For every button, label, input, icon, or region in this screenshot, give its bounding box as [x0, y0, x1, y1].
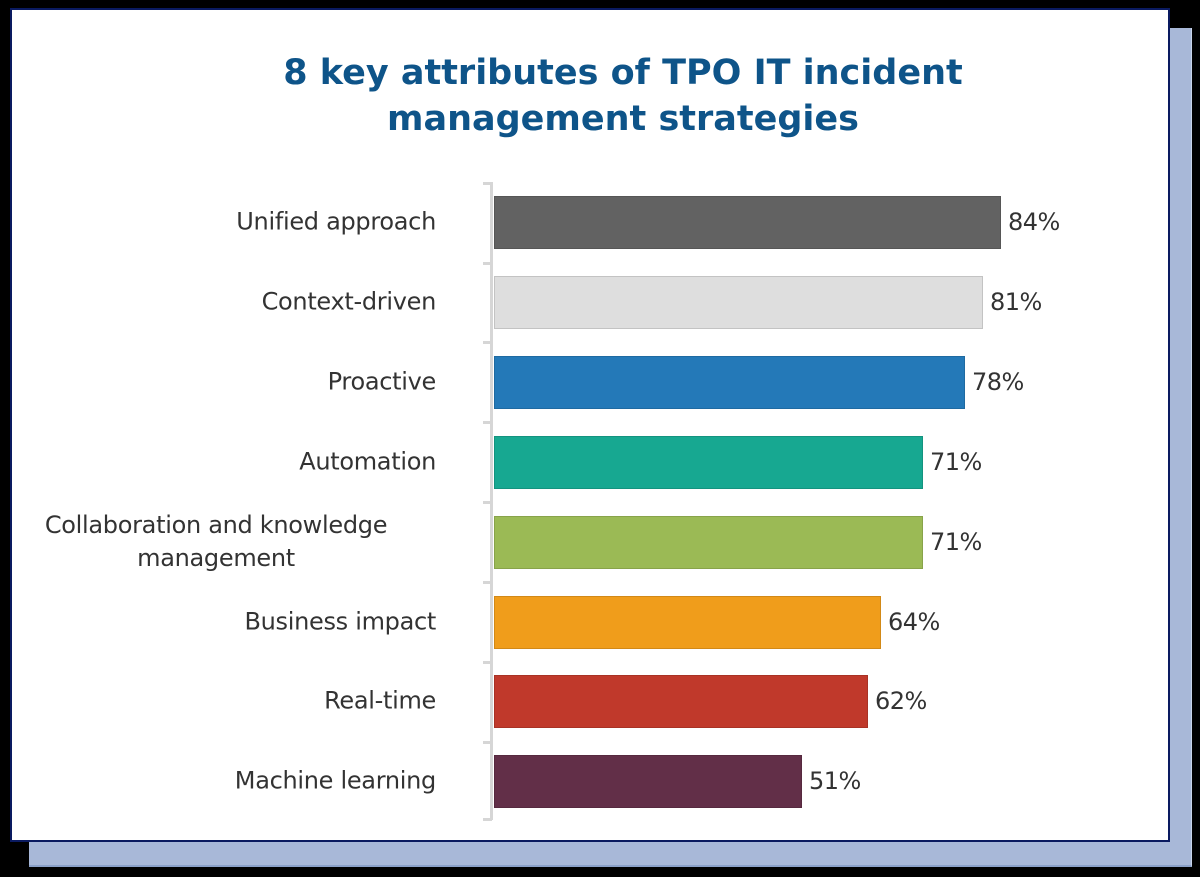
axis-tick [483, 341, 492, 344]
bar-label-line-1: Collaboration and knowledge [44, 511, 388, 539]
axis-tick [483, 262, 492, 265]
bar-row: Automation 71% [0, 422, 1170, 502]
chart-title-line-1: 8 key attributes of TPO IT incident [283, 53, 963, 93]
axis-tick [483, 581, 492, 584]
axis-tick [483, 501, 492, 504]
bar-value-label: 62% [875, 687, 927, 715]
bar-value-label: 78% [972, 368, 1024, 396]
bar [494, 356, 965, 409]
bar-row: Proactive 78% [0, 342, 1170, 422]
bar [494, 196, 1001, 249]
bar [494, 596, 881, 649]
bar-label: Automation [299, 447, 436, 476]
bar [494, 276, 983, 329]
bar-row: Unified approach 84% [0, 182, 1170, 262]
bar-label: Collaboration and knowledge management [0, 509, 436, 575]
bar-label: Real-time [324, 686, 436, 715]
bar-value-label: 84% [1008, 208, 1060, 236]
bar-value-label: 51% [809, 767, 861, 795]
bar-value-label: 71% [930, 528, 982, 556]
axis-tick [483, 421, 492, 424]
axis-tick [483, 182, 492, 185]
bar-value-label: 71% [930, 448, 982, 476]
axis-tick [483, 818, 492, 821]
bar-label: Business impact [244, 607, 436, 636]
bar-row: Business impact 64% [0, 582, 1170, 662]
bar-label: Unified approach [236, 207, 436, 236]
bar-label: Machine learning [234, 766, 437, 795]
bar-row: Collaboration and knowledge management 7… [0, 502, 1170, 582]
axis-tick [483, 661, 492, 664]
axis-tick [483, 741, 492, 744]
bar [494, 516, 923, 569]
bar-value-label: 81% [990, 288, 1042, 316]
bar-label-line-2: management [137, 544, 295, 572]
chart-title-line-2: management strategies [387, 99, 859, 139]
bar [494, 675, 868, 728]
chart-title: 8 key attributes of TPO IT incident mana… [0, 50, 1200, 142]
bar-row: Machine learning 51% [0, 741, 1170, 821]
bar-row: Context-driven 81% [0, 262, 1170, 342]
bar-row: Real-time 62% [0, 661, 1170, 741]
bar-value-label: 64% [888, 608, 940, 636]
bar-label: Context-driven [261, 287, 437, 316]
bar-label: Proactive [327, 367, 437, 396]
bar [494, 755, 802, 808]
bar [494, 436, 923, 489]
